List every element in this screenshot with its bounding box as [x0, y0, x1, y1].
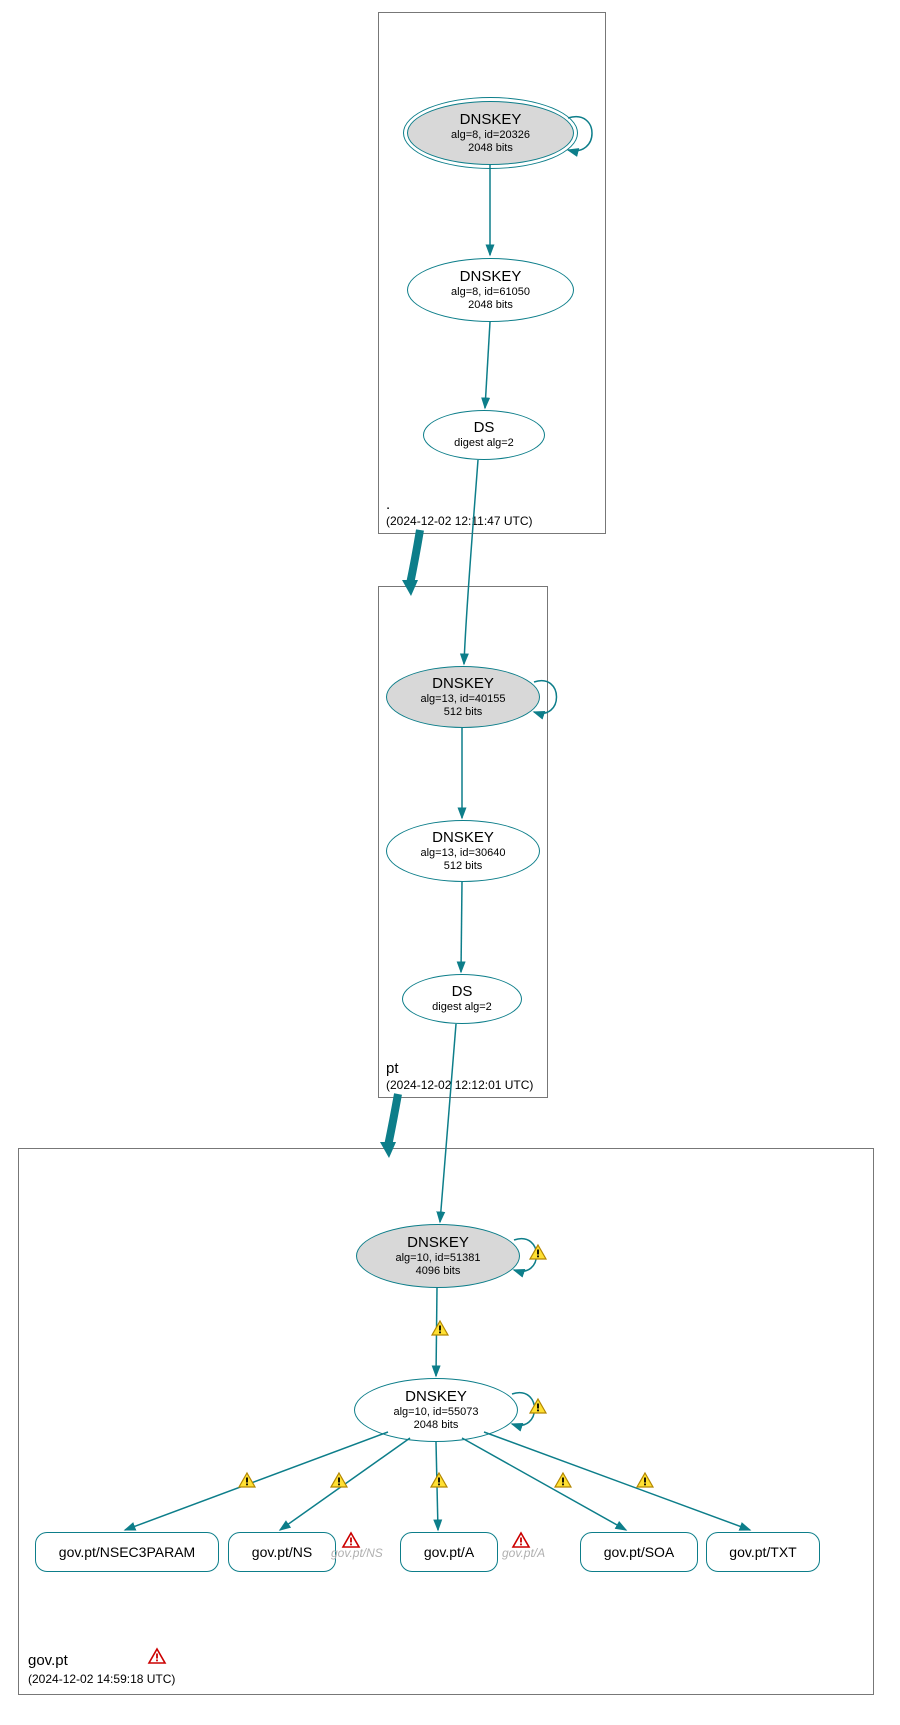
node-gov-zsk: DNSKEY alg=10, id=55073 2048 bits — [354, 1378, 518, 1442]
node-title: DNSKEY — [460, 268, 522, 286]
node-title: DNSKEY — [432, 675, 494, 693]
node-title: DNSKEY — [432, 829, 494, 847]
node-line3: 4096 bits — [416, 1265, 461, 1278]
node-root-ds: DS digest alg=2 — [423, 410, 545, 460]
rr-label: gov.pt/A — [424, 1544, 474, 1560]
rr-ns: gov.pt/NS — [228, 1532, 336, 1572]
ghost-a: gov.pt/A — [502, 1546, 545, 1560]
rr-label: gov.pt/NSEC3PARAM — [59, 1544, 195, 1560]
node-pt-ksk: DNSKEY alg=13, id=40155 512 bits — [386, 666, 540, 728]
node-line2: alg=8, id=61050 — [451, 286, 530, 299]
node-line3: 2048 bits — [468, 142, 513, 155]
node-line2: alg=10, id=55073 — [393, 1406, 478, 1419]
node-title: DS — [474, 419, 495, 437]
node-root-zsk: DNSKEY alg=8, id=61050 2048 bits — [407, 258, 574, 322]
node-line2: digest alg=2 — [432, 1001, 492, 1014]
node-root-ksk: DNSKEY alg=8, id=20326 2048 bits — [407, 101, 574, 165]
node-title: DNSKEY — [407, 1234, 469, 1252]
node-line2: alg=10, id=51381 — [395, 1252, 480, 1265]
zone-ts-pt: (2024-12-02 12:12:01 UTC) — [386, 1078, 533, 1092]
node-title: DS — [452, 983, 473, 1001]
zone-ts-govpt: (2024-12-02 14:59:18 UTC) — [28, 1672, 175, 1686]
zone-label-root: . — [386, 496, 390, 513]
rr-label: gov.pt/SOA — [604, 1544, 675, 1560]
node-line3: 2048 bits — [414, 1419, 459, 1432]
node-line3: 2048 bits — [468, 299, 513, 312]
ghost-label: gov.pt/NS — [331, 1546, 383, 1560]
node-pt-zsk: DNSKEY alg=13, id=30640 512 bits — [386, 820, 540, 882]
node-gov-ksk: DNSKEY alg=10, id=51381 4096 bits — [356, 1224, 520, 1288]
node-title: DNSKEY — [405, 1388, 467, 1406]
rr-a: gov.pt/A — [400, 1532, 498, 1572]
ghost-ns: gov.pt/NS — [331, 1546, 383, 1560]
rr-soa: gov.pt/SOA — [580, 1532, 698, 1572]
node-line3: 512 bits — [444, 860, 483, 873]
node-line3: 512 bits — [444, 706, 483, 719]
node-line2: alg=13, id=30640 — [420, 847, 505, 860]
rr-nsec3param: gov.pt/NSEC3PARAM — [35, 1532, 219, 1572]
node-line2: digest alg=2 — [454, 437, 514, 450]
rr-label: gov.pt/NS — [252, 1544, 312, 1560]
node-title: DNSKEY — [460, 111, 522, 129]
rr-label: gov.pt/TXT — [729, 1544, 796, 1560]
ghost-label: gov.pt/A — [502, 1546, 545, 1560]
zone-label-govpt: gov.pt — [28, 1652, 68, 1669]
zone-ts-root: (2024-12-02 12:11:47 UTC) — [386, 514, 533, 528]
rr-txt: gov.pt/TXT — [706, 1532, 820, 1572]
node-line2: alg=13, id=40155 — [420, 693, 505, 706]
zone-label-pt: pt — [386, 1060, 399, 1077]
node-line2: alg=8, id=20326 — [451, 129, 530, 142]
node-pt-ds: DS digest alg=2 — [402, 974, 522, 1024]
